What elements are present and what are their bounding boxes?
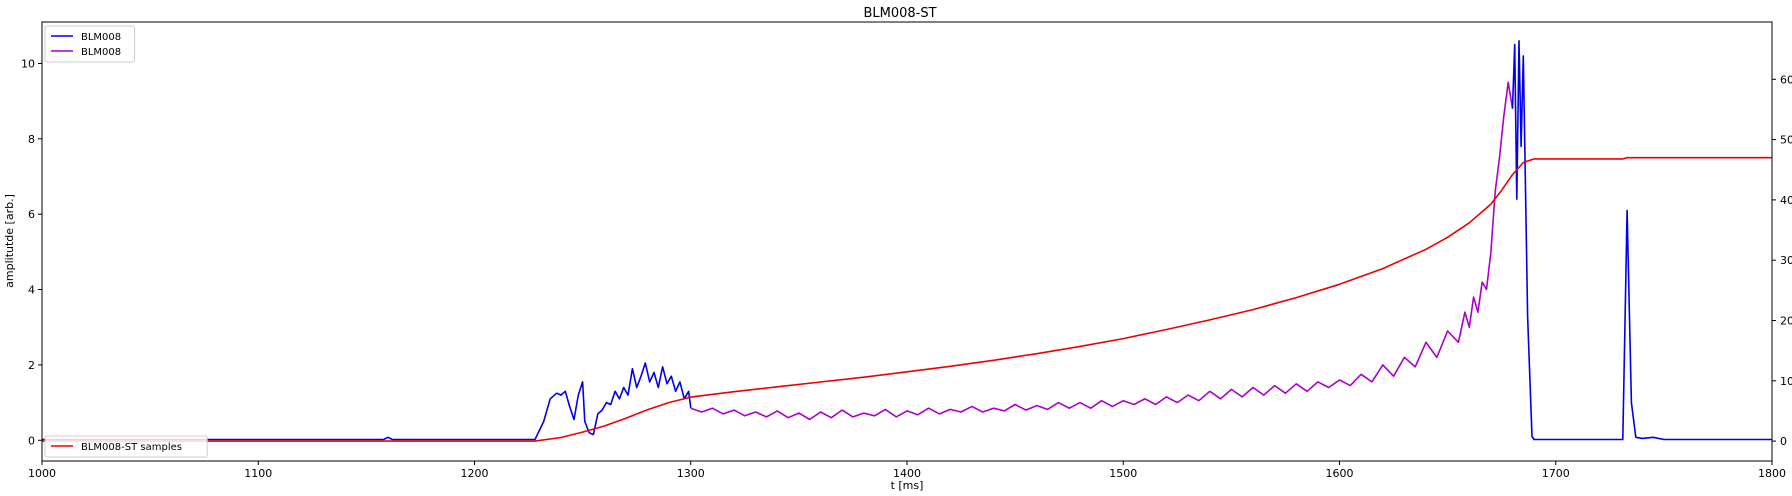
y-tick-label: 8	[28, 133, 35, 146]
x-tick-label: 1600	[1326, 467, 1354, 480]
x-tick-label: 1800	[1758, 467, 1786, 480]
y2-tick-label: 600	[1780, 73, 1792, 86]
x-tick-label: 1700	[1542, 467, 1570, 480]
legend-label: BLM008	[81, 32, 121, 43]
legend-lower-left: BLM008-ST samples	[44, 435, 208, 458]
series-line-2	[1511, 40, 1772, 441]
legend-upper-left: BLM008 BLM008	[44, 25, 136, 63]
y-tick-label: 0	[28, 434, 35, 447]
y-axis-label: amplitutde [arb.]	[3, 194, 16, 288]
y2-tick-label: 200	[1780, 314, 1792, 327]
legend-label: BLM008	[81, 47, 121, 58]
legend-box	[44, 25, 136, 63]
y2-tick-label: 0	[1780, 435, 1787, 448]
y2-tick-label: 500	[1780, 134, 1792, 147]
legend-box	[44, 435, 208, 458]
y-tick-label: 6	[28, 208, 35, 221]
y-tick-label: 2	[28, 359, 35, 372]
x-tick-label: 1400	[893, 467, 921, 480]
x-tick-label: 1100	[244, 467, 272, 480]
x-axis-label: t [ms]	[891, 479, 924, 492]
x-tick-label: 1000	[28, 467, 56, 480]
chart-title: BLM008-ST	[863, 6, 936, 21]
series-line-0	[42, 362, 692, 441]
x-tick-label: 1500	[1109, 467, 1137, 480]
series-line-1	[690, 81, 1514, 421]
y-tick-label: 10	[21, 57, 35, 70]
x-tick-label: 1300	[677, 467, 705, 480]
y2-tick-label: 400	[1780, 194, 1792, 207]
y2-tick-label: 100	[1780, 375, 1792, 388]
series-line-3	[42, 156, 1772, 442]
y-tick-label: 4	[28, 284, 35, 297]
y2-tick-label: 300	[1780, 254, 1792, 267]
x-tick-label: 1200	[461, 467, 489, 480]
legend-label: BLM008-ST samples	[81, 442, 182, 453]
